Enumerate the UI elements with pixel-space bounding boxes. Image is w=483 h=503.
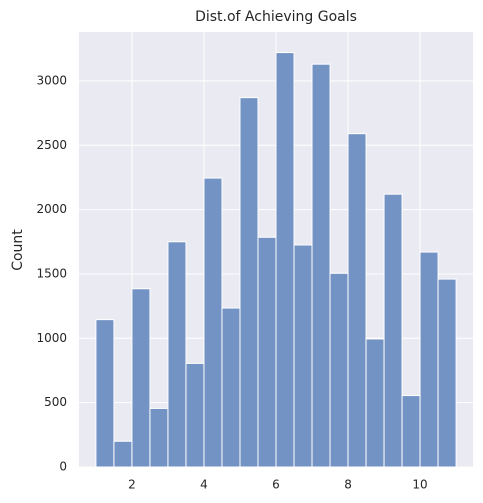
bar <box>167 241 187 468</box>
bar <box>185 362 205 468</box>
bar <box>131 288 151 468</box>
bar <box>311 63 331 468</box>
y-tick-label: 3000 <box>36 73 67 87</box>
bar <box>239 97 259 468</box>
y-tick-label: 500 <box>44 395 67 409</box>
x-tick-label: 10 <box>412 478 427 492</box>
bar <box>203 177 223 468</box>
y-tick-label: 2000 <box>36 202 67 216</box>
y-tick-label: 1500 <box>36 266 67 280</box>
bar <box>419 251 439 468</box>
bar <box>401 395 421 468</box>
chart-title: Dist.of Achieving Goals <box>195 9 357 25</box>
bar <box>329 272 349 468</box>
x-tick-label: 2 <box>128 478 136 492</box>
bar <box>95 319 115 468</box>
bar <box>347 133 367 468</box>
y-tick-label: 2500 <box>36 138 67 152</box>
y-tick-label: 1000 <box>36 331 67 345</box>
bar <box>293 244 313 468</box>
y-axis-label: Count <box>10 229 26 271</box>
bar <box>365 338 385 468</box>
x-tick-label: 8 <box>344 478 352 492</box>
bar <box>275 52 295 468</box>
bar <box>383 193 403 468</box>
y-tick-label: 0 <box>59 460 67 474</box>
bar <box>113 440 133 468</box>
bar <box>221 307 241 468</box>
bar <box>257 236 277 468</box>
bar <box>437 278 457 468</box>
x-tick-label: 6 <box>272 478 280 492</box>
bar <box>149 407 169 468</box>
x-tick-label: 4 <box>200 478 208 492</box>
